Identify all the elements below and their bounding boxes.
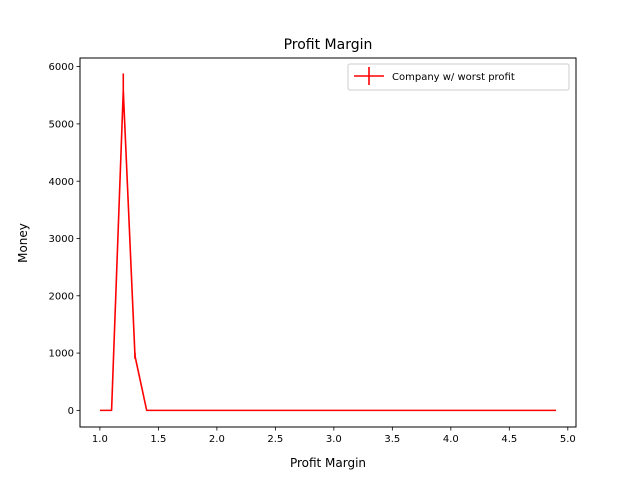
x-tick-label: 2.5 [267,434,283,445]
x-tick-label: 5.0 [560,434,576,445]
x-tick-label: 1.5 [150,434,166,445]
series-layer [99,73,557,412]
series-line [99,89,557,412]
legend-label: Company w/ worst profit [392,72,515,83]
x-tick-label: 3.5 [384,434,400,445]
plot-area [80,58,576,427]
x-tick-label: 4.5 [501,434,517,445]
y-tick-label: 3000 [49,234,74,245]
legend: Company w/ worst profit [347,63,570,91]
y-tick-label: 4000 [49,177,74,188]
y-tick-label: 6000 [49,62,74,73]
legend-box [347,63,570,91]
y-tick-label: 2000 [49,291,74,302]
x-tick-label: 2.0 [209,434,225,445]
x-axis-label: Profit Margin [290,456,366,470]
y-axis-label: Money [16,223,30,263]
y-tick-label: 5000 [49,119,74,130]
y-tick-label: 1000 [49,349,74,360]
x-tick-label: 4.0 [443,434,459,445]
chart-title: Profit Margin [284,37,373,53]
y-axis-ticks: 0 1000 2000 3000 4000 5000 6000 [49,62,80,417]
plot-frame [79,57,577,428]
x-axis-ticks: 1.0 1.5 2.0 2.5 3.0 3.5 4.0 4.5 5.0 [92,427,576,445]
y-tick-label: 0 [68,406,74,417]
x-tick-label: 1.0 [92,434,108,445]
x-tick-label: 3.0 [326,434,342,445]
